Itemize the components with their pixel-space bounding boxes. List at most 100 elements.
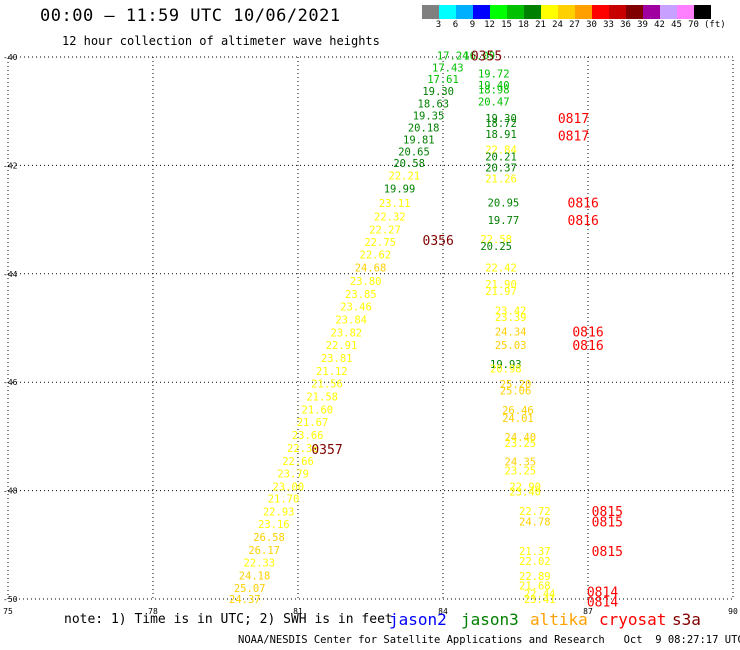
wave-height-label: 16.09: [463, 50, 495, 62]
wave-height-label: 22.27: [369, 224, 401, 236]
wave-height-label: 19.81: [403, 134, 435, 146]
wave-height-label: 21.56: [311, 378, 343, 390]
wave-height-label: 19.72: [478, 68, 510, 80]
scale-label: 33: [603, 20, 614, 30]
pass-time-label: 0815: [592, 515, 623, 530]
scale-swatch: [609, 5, 626, 19]
wave-height-label: 20.47: [478, 96, 510, 108]
wave-height-label: 24.18: [239, 571, 271, 583]
scale-label: 15: [501, 20, 512, 30]
pass-time-label: 0816: [572, 339, 603, 354]
wave-height-label: 19.30: [422, 86, 454, 98]
wave-height-label: 22.84: [485, 145, 517, 157]
pass-time-label: 0817: [558, 130, 589, 145]
wave-height-label: 17.61: [427, 74, 459, 86]
legend-item-jason3: jason3: [461, 610, 519, 629]
scale-swatch: [558, 5, 575, 19]
scale-label: 42: [654, 20, 665, 30]
x-tick-label: 81: [293, 607, 303, 616]
wave-height-label: 22.02: [519, 556, 551, 568]
chart-subtitle: 12 hour collection of altimeter wave hei…: [62, 34, 380, 48]
scale-label: 6: [452, 20, 459, 30]
wave-height-label: 23.25: [505, 438, 537, 450]
wave-height-label: 24.35: [505, 456, 537, 468]
wave-height-label: 25.03: [495, 340, 527, 352]
wave-height-label: 22.38: [287, 443, 319, 455]
wave-height-label: 21.58: [306, 391, 338, 403]
wave-height-label: 17.24: [437, 50, 469, 62]
scale-swatch: [473, 5, 490, 19]
scale-label: 24: [552, 20, 563, 30]
y-tick-label: -40: [3, 53, 18, 62]
scale-label: 70: [688, 20, 699, 30]
color-scale-swatches: [422, 5, 726, 19]
wave-height-label: 22.58: [480, 234, 512, 246]
wave-height-label: 21.26: [485, 173, 517, 185]
wave-height-label: 20.58: [393, 158, 425, 170]
color-scale-labels: 3 6 9 12 15 18 21 24 27 30 33 36 39 42 45 70 (ft): [422, 19, 726, 30]
y-tick-label: -50: [3, 595, 18, 604]
pass-time-label: 0817: [558, 112, 589, 127]
wave-height-label: 23.79: [277, 468, 309, 480]
scale-label: 3: [435, 20, 442, 30]
wave-height-label: 23.25: [505, 466, 537, 478]
y-tick-label: -42: [3, 161, 18, 170]
chart-title: 00:00 – 11:59 UTC 10/06/2021: [40, 6, 341, 26]
wave-height-label: 21.12: [316, 366, 348, 378]
wave-height-label: 23.41: [524, 594, 556, 606]
wave-height-label: 23.42: [495, 306, 527, 318]
wave-height-label: 22.89: [519, 571, 551, 583]
wave-height-label: 25.20: [500, 379, 532, 391]
footnote: note: 1) Time is in UTC; 2) SWH is in fe…: [64, 612, 393, 627]
wave-height-label: 18.72: [485, 118, 517, 130]
wave-height-label: 21.67: [297, 417, 329, 429]
scale-swatch: [626, 5, 643, 19]
scale-swatch: [422, 5, 439, 19]
wave-height-label: 22.33: [244, 558, 276, 570]
credit-line: NOAA/NESDIS Center for Satellite Applica…: [238, 634, 740, 646]
y-tick-label: -46: [3, 378, 18, 387]
wave-height-label: 25.07: [234, 583, 266, 595]
wave-height-label: 22.91: [326, 340, 358, 352]
pass-time-label: 0816: [568, 214, 599, 229]
wave-height-label: 21.70: [268, 494, 300, 506]
wave-height-label: 22.44: [524, 589, 556, 601]
wave-height-label: 25.06: [500, 385, 532, 397]
wave-height-label: 22.75: [364, 237, 396, 249]
wave-height-label: 21.60: [302, 404, 334, 416]
wave-height-label: 19.93: [490, 359, 522, 371]
wave-height-label: 24.68: [355, 262, 387, 274]
legend-item-cryosat: cryosat: [599, 610, 667, 629]
wave-height-label: 24.34: [495, 326, 527, 338]
scale-swatch: [694, 5, 711, 19]
legend-item-altika: altika: [530, 610, 588, 629]
wave-height-label: 22.90: [509, 481, 541, 493]
wave-height-label: 20.95: [488, 197, 520, 209]
wave-height-label: 19.77: [488, 215, 520, 227]
scale-label: 30: [586, 20, 597, 30]
scale-swatch: [456, 5, 473, 19]
wave-height-label: 22.62: [360, 249, 392, 261]
y-tick-label: -44: [3, 270, 18, 279]
pass-time-label: 0815: [592, 505, 623, 520]
x-tick-label: 90: [728, 607, 738, 616]
wave-height-label: 18.63: [418, 99, 450, 111]
scale-label: 45: [671, 20, 682, 30]
x-tick-label: 87: [583, 607, 593, 616]
wave-height-label: 23.82: [331, 327, 363, 339]
wave-height-label: 23.80: [350, 276, 382, 288]
wave-height-label: 21.37: [519, 546, 551, 558]
legend-item-s3a: s3a: [672, 610, 701, 629]
scale-label: 9: [469, 20, 476, 30]
wave-height-label: 21.68: [519, 580, 551, 592]
wave-height-label: 17.43: [432, 62, 464, 74]
scale-label: 27: [569, 20, 580, 30]
wave-height-label: 23.39: [495, 312, 527, 324]
wave-height-label: 22.32: [374, 211, 406, 223]
x-tick-label: 78: [148, 607, 158, 616]
scale-label: 21: [535, 20, 546, 30]
wave-height-label: 24.78: [519, 516, 551, 528]
wave-height-label: 22.66: [282, 456, 314, 468]
wave-height-label: 26.46: [502, 405, 534, 417]
pass-time-label: 0815: [592, 545, 623, 560]
